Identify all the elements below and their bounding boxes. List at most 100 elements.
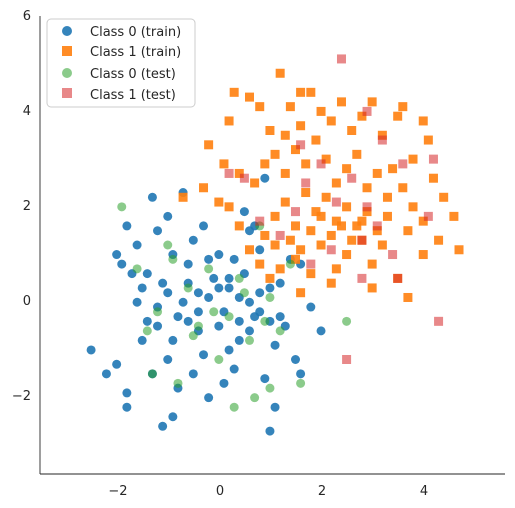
data-point-class-1-train <box>275 264 285 274</box>
data-point-class-0-train <box>265 426 275 436</box>
data-point-class-1-train <box>362 207 372 217</box>
data-point-class-1-train <box>342 250 352 260</box>
data-point-class-1-train <box>326 230 336 240</box>
data-point-class-0-train <box>214 283 224 293</box>
data-point-class-0-test <box>147 369 157 379</box>
data-point-class-1-train <box>454 245 464 255</box>
data-point-class-1-train <box>219 159 229 169</box>
data-point-class-0-train <box>122 388 132 398</box>
data-point-class-1-train <box>408 202 418 212</box>
data-point-class-0-train <box>234 316 244 326</box>
data-point-class-1-train <box>331 178 341 188</box>
data-point-class-0-train <box>255 245 265 255</box>
data-point-class-1-train <box>316 240 326 250</box>
data-point-class-0-train <box>306 302 316 312</box>
data-point-class-1-train <box>214 197 224 207</box>
data-point-class-0-test <box>239 288 249 298</box>
data-point-class-0-test <box>153 307 163 317</box>
data-point-class-0-train <box>204 292 214 302</box>
data-point-class-0-train <box>270 402 280 412</box>
data-point-class-1-train <box>377 240 387 250</box>
data-point-class-0-train <box>234 335 244 345</box>
data-point-class-1-train <box>336 97 346 107</box>
points-layer <box>86 54 464 436</box>
data-point-class-0-train <box>168 335 178 345</box>
data-point-class-1-test <box>357 273 367 283</box>
data-point-class-1-train <box>285 102 295 112</box>
data-point-class-1-test <box>428 154 438 164</box>
data-point-class-0-train <box>260 173 270 183</box>
data-point-class-1-train <box>270 211 280 221</box>
data-point-class-0-train <box>290 355 300 364</box>
data-point-class-0-test <box>224 312 234 322</box>
data-point-class-1-train <box>439 192 449 202</box>
data-point-class-0-train <box>296 369 306 379</box>
data-point-class-1-train <box>306 87 316 97</box>
data-point-class-1-test <box>306 259 316 269</box>
data-point-class-1-train <box>403 292 413 302</box>
x-tick-label: 2 <box>318 484 326 499</box>
data-point-class-0-test <box>296 378 306 388</box>
data-point-class-0-train <box>229 364 239 374</box>
data-point-class-0-train <box>229 254 239 264</box>
data-point-class-1-train <box>290 254 300 264</box>
data-point-class-1-train <box>234 168 244 178</box>
legend-label-class-0-train: Class 0 (train) <box>90 25 181 40</box>
data-point-class-1-test <box>423 211 433 221</box>
data-point-class-0-test <box>245 335 255 345</box>
data-point-class-0-train <box>188 369 198 379</box>
data-point-class-0-train <box>245 297 255 307</box>
data-point-class-1-train <box>403 226 413 236</box>
data-point-class-0-train <box>117 259 127 269</box>
data-point-class-0-train <box>163 355 173 364</box>
data-point-class-0-test <box>204 264 214 274</box>
data-point-class-0-train <box>163 288 173 298</box>
data-point-class-1-train <box>347 126 357 135</box>
data-point-class-1-test <box>388 250 398 260</box>
data-point-class-1-test <box>336 54 346 64</box>
data-point-class-1-test <box>239 173 249 183</box>
data-point-class-1-train <box>352 149 362 159</box>
data-point-class-0-test <box>250 393 260 403</box>
data-point-class-0-test <box>173 378 183 388</box>
data-point-class-0-test <box>234 273 244 283</box>
data-point-class-1-train <box>301 159 311 169</box>
data-point-class-0-train <box>204 254 214 264</box>
data-point-class-1-train <box>260 230 270 240</box>
data-point-class-1-test <box>347 173 357 183</box>
data-point-class-1-train <box>229 87 239 97</box>
data-point-class-0-test <box>209 307 219 317</box>
data-point-class-0-train <box>112 359 122 369</box>
legend-marker-class-1-train <box>62 46 72 56</box>
data-point-class-1-train <box>234 221 244 231</box>
data-point-class-0-test <box>265 383 275 393</box>
data-point-class-1-test <box>290 207 300 217</box>
data-point-class-0-train <box>132 297 142 307</box>
data-point-class-1-train <box>306 269 316 279</box>
data-point-class-0-test <box>260 316 270 326</box>
data-point-class-0-train <box>173 312 183 322</box>
data-point-class-0-train <box>163 211 173 221</box>
data-point-class-1-train <box>367 97 377 107</box>
y-tick-label: 4 <box>23 104 31 119</box>
data-point-class-0-train <box>275 312 285 322</box>
data-point-class-1-train <box>388 164 398 174</box>
data-point-class-0-test <box>117 202 127 212</box>
data-point-class-0-train <box>260 374 270 384</box>
data-point-class-1-train <box>367 283 377 293</box>
data-point-class-1-train <box>245 245 255 255</box>
x-tick-label: 4 <box>420 484 428 499</box>
data-point-class-0-test <box>342 316 352 326</box>
data-point-class-1-train <box>296 121 306 131</box>
data-point-class-0-train <box>188 235 198 245</box>
y-tick-label: 2 <box>23 199 31 214</box>
data-point-class-1-train <box>311 207 321 217</box>
data-point-class-1-train <box>357 111 367 121</box>
data-point-class-1-test <box>331 197 341 207</box>
data-point-class-1-train <box>393 111 403 121</box>
data-point-class-1-test <box>362 106 372 116</box>
legend-marker-class-1-test <box>62 88 72 98</box>
data-point-class-0-train <box>214 250 224 260</box>
data-point-class-1-train <box>245 92 255 102</box>
data-point-class-1-train <box>255 259 265 269</box>
